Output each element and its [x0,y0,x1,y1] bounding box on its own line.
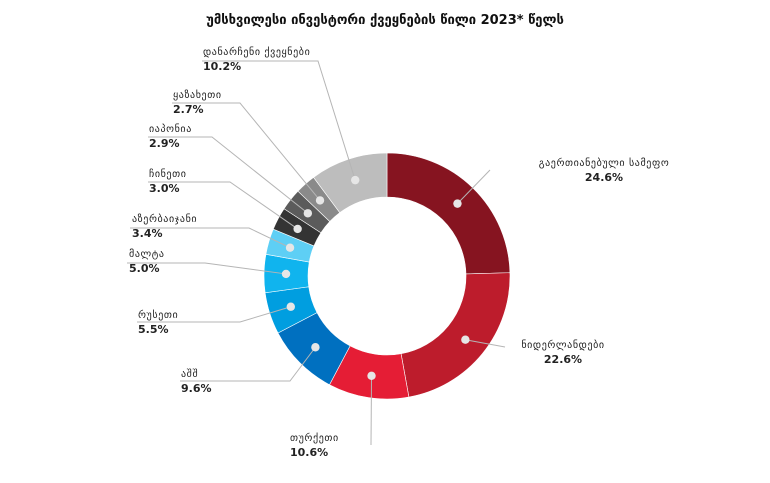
donut-slice [313,152,388,214]
slice-marker-dot [367,371,376,381]
slice-label: რუსეთი [138,309,178,321]
leader-line [137,306,291,323]
slice-label: გაერთიანებული სამეფო [539,157,670,169]
slice-label: დანარჩენი ქვეყნები [203,46,310,58]
slice-marker-dot [351,175,360,185]
slice-value-label: 5.5% [138,323,169,336]
labels-layer: გაერთიანებული სამეფო 24.6% ნიდერლანდები 22.… [129,46,669,459]
slice-value-label: 24.6% [585,171,623,184]
slice-label: აზერბაიჯანი [132,213,197,225]
slice-marker-dot [453,199,462,208]
slice-label: იაპონია [149,123,192,135]
slice-label: აშშ [181,368,198,380]
slice-value-label: 2.7% [173,103,204,116]
slice-label: თურქეთი [290,432,339,444]
donut-slice [400,272,511,398]
slice-value-label: 22.6% [544,353,582,366]
slice-value-label: 5.0% [129,262,160,275]
chart-title: უმსხვილესი ინვესტორი ქვეყნების წილი 2023… [206,13,564,28]
leader-line [148,181,298,230]
slice-marker-dot [311,343,320,352]
leaders-layer [127,60,506,446]
leader-line [148,136,309,214]
donut-slice [386,152,511,275]
slice-marker-dot [281,269,291,279]
slice-value-label: 9.6% [181,382,212,395]
slice-label: ნიდერლანდები [521,339,604,351]
slice-value-label: 2.9% [149,137,180,150]
slice-value-label: 3.0% [149,182,180,195]
leader-line [370,375,373,446]
slices-layer [263,152,511,400]
slice-marker-dot [461,335,470,344]
slice-value-label: 3.4% [132,227,163,240]
slice-marker-dot [303,209,313,218]
slice-marker-dot [315,196,325,205]
slice-label: ჩინეთი [149,168,187,180]
leader-line [465,339,506,348]
slice-label: ყაზახეთი [173,89,222,101]
leader-line [202,60,356,181]
leader-line [180,346,316,382]
leader-line [457,169,491,204]
slice-value-label: 10.6% [290,446,328,459]
leader-line [127,262,287,275]
slice-value-label: 10.2% [203,60,241,73]
leader-line [130,227,291,249]
leader-line [172,102,321,201]
slice-marker-dot [293,224,302,234]
slice-marker-dot [285,243,295,252]
slice-label: მალტა [129,248,165,260]
slice-marker-dot [286,302,295,311]
